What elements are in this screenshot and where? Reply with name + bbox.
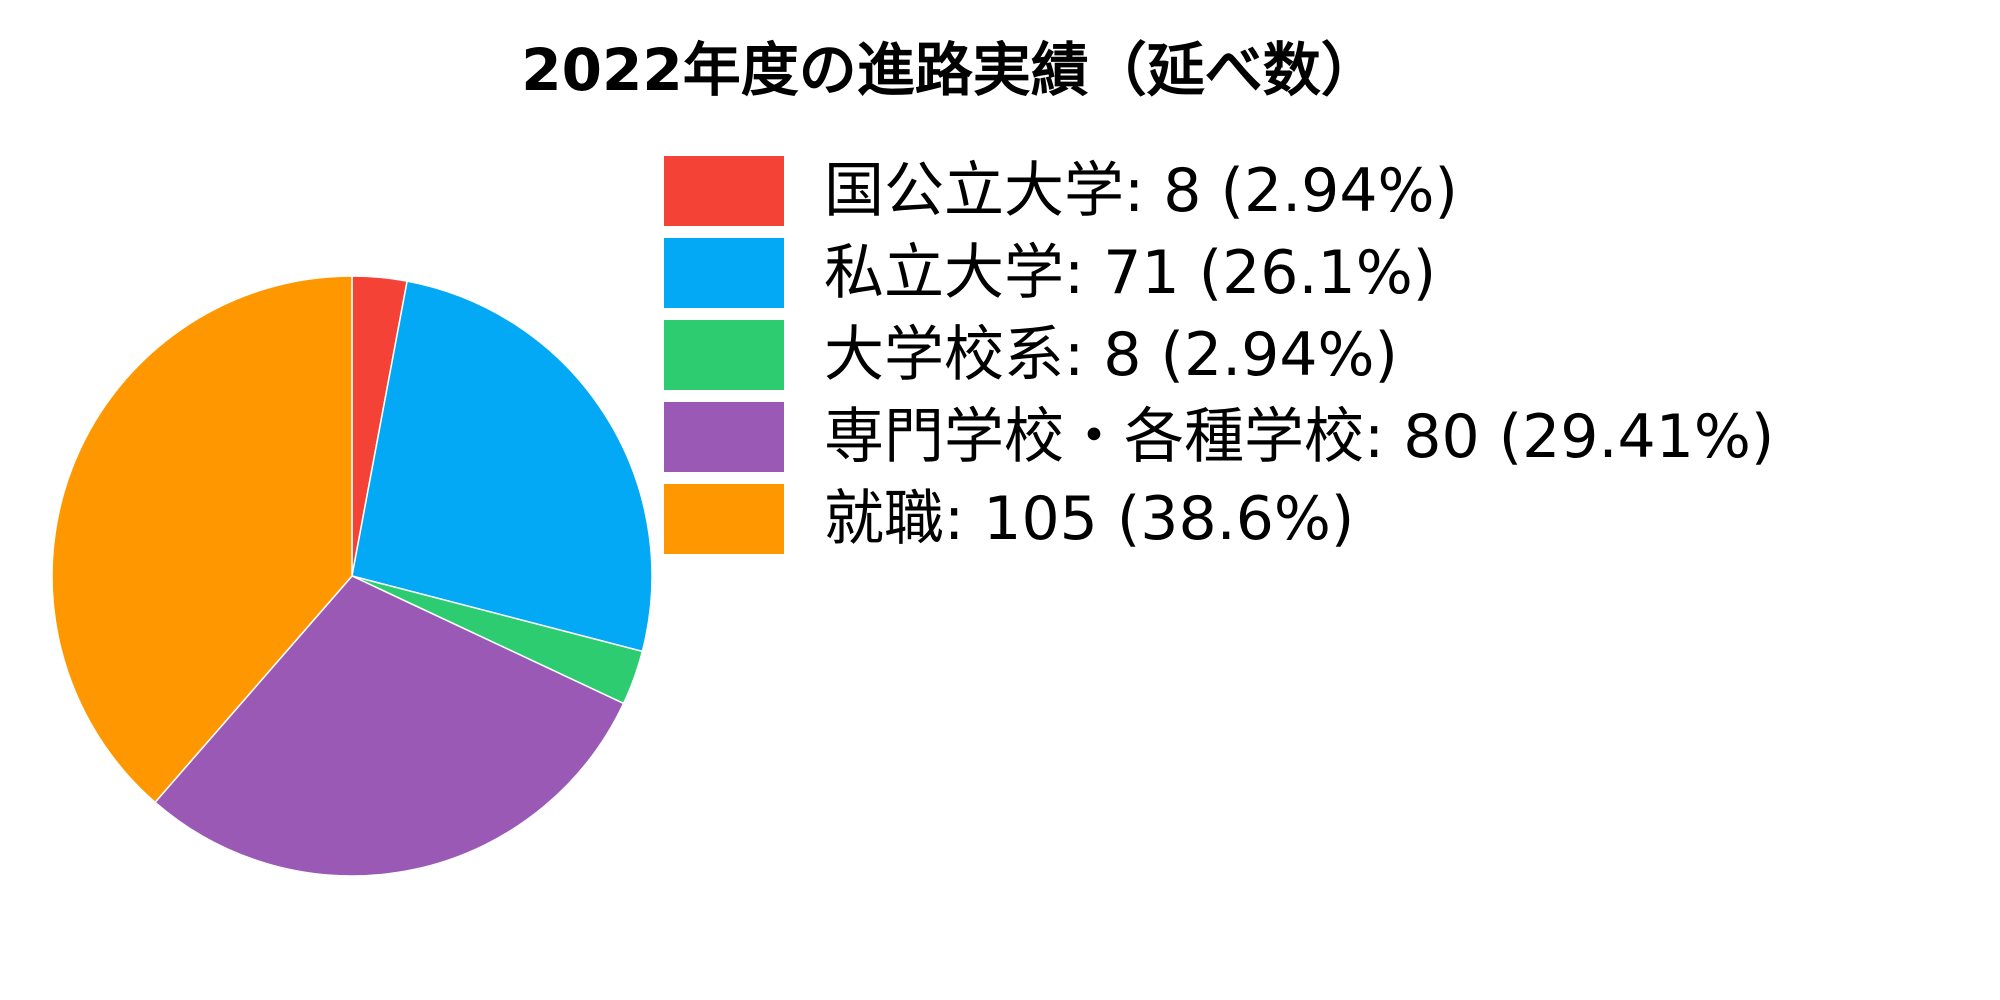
legend-swatch [664, 156, 784, 226]
pie-slices [51, 275, 653, 877]
legend-item-private-univ: 私立大学: 71 (26.1%) [664, 232, 1774, 314]
legend-item-vocational-school: 専門学校・各種学校: 80 (29.41%) [664, 396, 1774, 478]
legend-label: 就職: 105 (38.6%) [824, 484, 1355, 554]
legend-label: 国公立大学: 8 (2.94%) [824, 156, 1458, 226]
legend-swatch [664, 402, 784, 472]
legend-label: 私立大学: 71 (26.1%) [824, 238, 1437, 308]
pie-slice-vocational-school [154, 575, 625, 877]
legend-swatch [664, 238, 784, 308]
legend-item-employment: 就職: 105 (38.6%) [664, 478, 1774, 560]
legend: 国公立大学: 8 (2.94%) 私立大学: 71 (26.1%) 大学校系: … [664, 150, 1774, 560]
pie-slice-employment [51, 275, 353, 804]
legend-swatch [664, 320, 784, 390]
chart-title: 2022年度の進路実績（延べ数） [521, 36, 1379, 104]
legend-item-college-type: 大学校系: 8 (2.94%) [664, 314, 1774, 396]
legend-item-national-public-univ: 国公立大学: 8 (2.94%) [664, 150, 1774, 232]
pie-slice-private-univ [351, 280, 653, 653]
legend-label: 専門学校・各種学校: 80 (29.41%) [824, 402, 1775, 472]
legend-label: 大学校系: 8 (2.94%) [824, 320, 1398, 390]
legend-swatch [664, 484, 784, 554]
